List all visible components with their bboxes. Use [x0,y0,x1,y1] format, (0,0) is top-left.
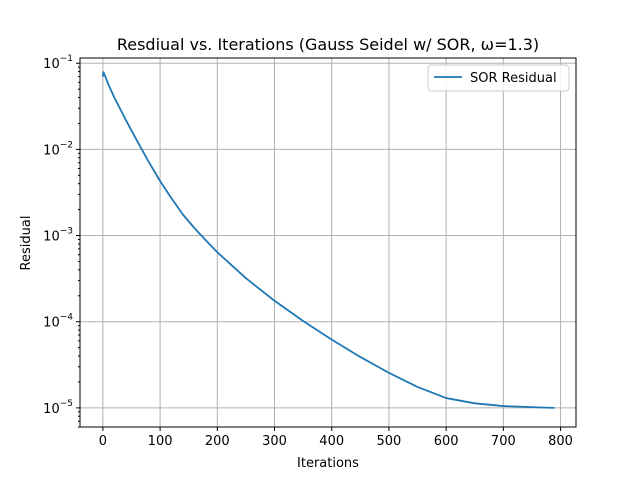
y-axis-label: Residual [19,216,34,271]
x-tick-label: 300 [262,434,287,449]
x-tick-label: 200 [205,434,230,449]
x-tick-label: 100 [148,434,173,449]
x-tick-label: 800 [548,434,573,449]
legend: SOR Residual [427,64,570,92]
x-tick-label: 600 [434,434,459,449]
x-tick-label: 400 [319,434,344,449]
x-tick-label: 500 [377,434,402,449]
x-axis-label: Iterations [297,456,359,471]
grid [80,58,576,427]
x-tick-label: 700 [491,434,516,449]
legend-box [427,64,570,92]
x-axis-ticks: 0 100 200 300 400 500 600 700 800 [99,427,573,449]
x-tick-label: 0 [99,434,107,449]
chart-title: Resdiual vs. Iterations (Gauss Seidel w/… [117,35,539,54]
series-layer [101,71,555,409]
plot-area-frame [79,57,577,428]
legend-label-sor-residual: SOR Residual [470,71,557,86]
series-line-sor-residual [101,71,555,409]
